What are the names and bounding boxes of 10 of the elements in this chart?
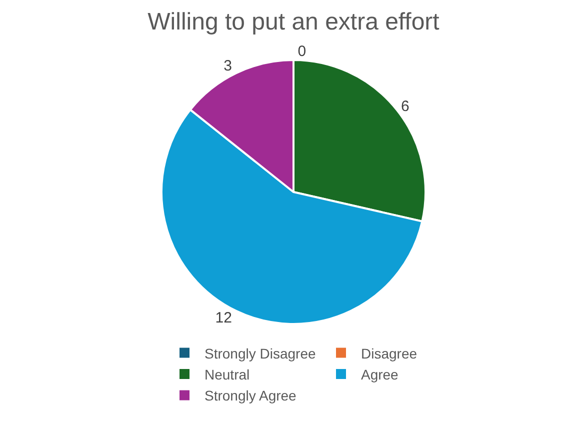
data-label: 12: [215, 309, 232, 326]
legend-label: Agree: [360, 366, 399, 382]
text: 0: [298, 43, 306, 60]
legend-label: Neutral: [204, 366, 250, 382]
legend-label: Disagree: [360, 345, 418, 362]
chart-title: Willing to put an extra effort: [148, 8, 440, 36]
legend-label: Strongly Agree: [204, 388, 297, 404]
data-label: 6: [400, 98, 410, 115]
data-label: 3: [224, 58, 232, 75]
legend-label: Strongly Disagree: [204, 345, 316, 362]
